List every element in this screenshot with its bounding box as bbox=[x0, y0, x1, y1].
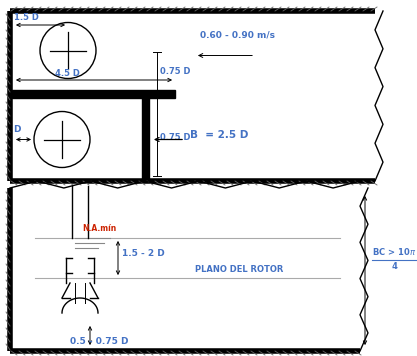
Text: N.A.mín: N.A.mín bbox=[82, 224, 116, 233]
Text: 1.5 - 2 D: 1.5 - 2 D bbox=[122, 250, 165, 258]
Text: BC > 10$\pi$  D$^2$: BC > 10$\pi$ D$^2$ bbox=[372, 245, 417, 258]
Text: 4.5 D: 4.5 D bbox=[55, 69, 80, 78]
Bar bbox=[142, 98, 149, 179]
Text: B  = 2.5 D: B = 2.5 D bbox=[190, 130, 249, 140]
Text: 0.75 D: 0.75 D bbox=[160, 132, 191, 141]
Text: 0.75 D: 0.75 D bbox=[160, 67, 191, 75]
Bar bbox=[12, 90, 175, 98]
Text: 1.5 D: 1.5 D bbox=[14, 13, 39, 22]
Text: D: D bbox=[13, 126, 20, 135]
Text: 0.5 - 0.75 D: 0.5 - 0.75 D bbox=[70, 337, 128, 346]
Text: PLANO DEL ROTOR: PLANO DEL ROTOR bbox=[195, 265, 284, 274]
Text: 4: 4 bbox=[392, 262, 398, 271]
Text: 0.60 - 0.90 m/s: 0.60 - 0.90 m/s bbox=[200, 31, 275, 40]
